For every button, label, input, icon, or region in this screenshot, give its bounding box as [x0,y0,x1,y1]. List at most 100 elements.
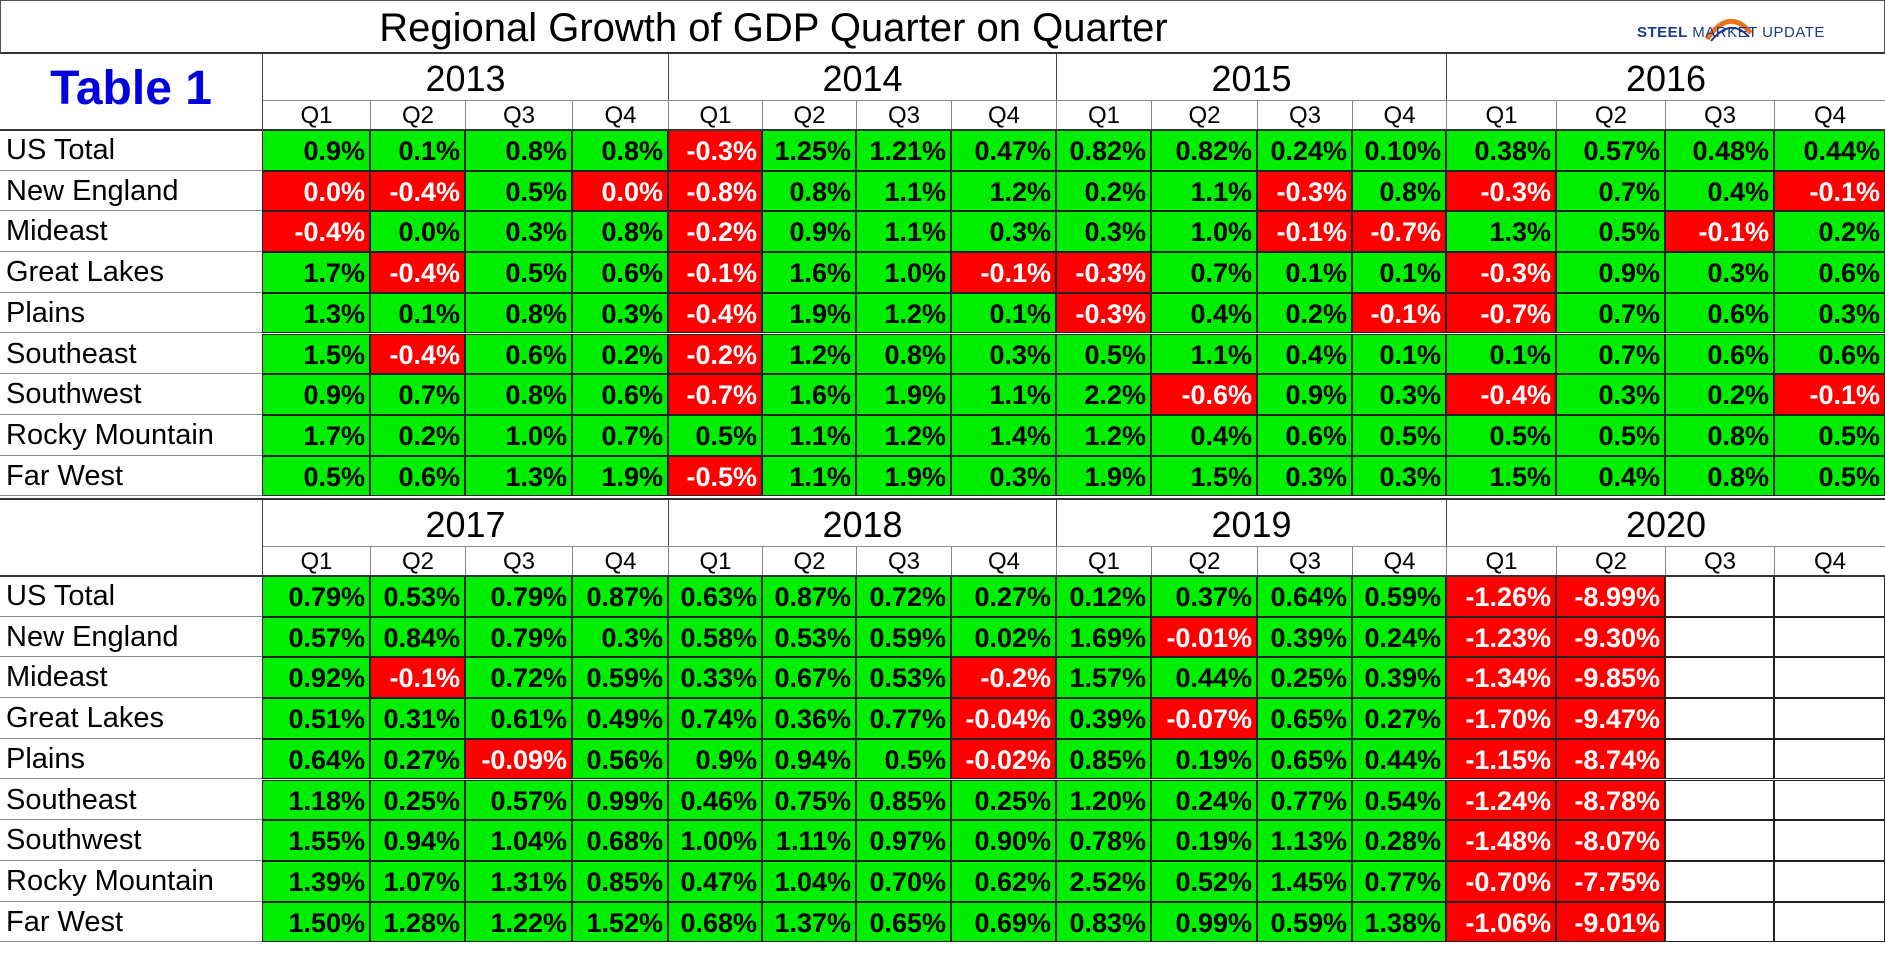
table-cell: 0.57% [465,779,572,821]
table-cell: 1.1% [951,374,1056,415]
table-cell: -0.4% [370,170,465,212]
table-cell: 0.37% [1151,576,1257,617]
region-label: New England [0,171,262,212]
table-cell: -0.7% [1352,211,1446,253]
table-cell: 0.63% [668,576,762,617]
table-cell: 1.69% [1056,616,1151,658]
table-cell: 0.8% [1665,455,1774,497]
table-cell: 0.44% [1151,657,1257,699]
table-cell: 1.20% [1056,779,1151,821]
table-cell: 0.59% [572,657,668,699]
year-header: 2016 [1446,54,1885,104]
table-cell: -0.2% [668,333,762,375]
table-cell: 0.57% [1556,130,1665,171]
table-cell [1665,698,1774,739]
table-cell: 0.02% [951,616,1056,658]
quarter-header: Q4 [951,546,1056,576]
table-cell: 0.1% [951,292,1056,334]
table-cell [1774,779,1885,821]
table-cell: 0.25% [951,779,1056,821]
table-cell: 1.00% [668,820,762,861]
table-cell: -0.1% [1774,374,1885,415]
table-cell: -0.3% [1056,252,1151,293]
table-cell: 0.53% [370,576,465,617]
table-cell: 0.5% [465,252,572,293]
table-cell: 0.3% [1257,455,1352,497]
table-cell [1774,901,1885,943]
quarter-header: Q4 [1352,546,1446,576]
table-cell: 0.85% [572,860,668,902]
table-cell: 0.57% [262,616,370,658]
table-cell: 0.3% [951,333,1056,375]
table-cell: 0.58% [668,616,762,658]
steel-market-update-logo: STEEL MARKET UPDATE [1637,13,1857,47]
table-cell [1665,901,1774,943]
region-label: Mideast [0,211,262,253]
quarter-header: Q1 [262,100,370,130]
quarter-header: Q4 [1774,546,1885,576]
table-cell: 0.1% [370,292,465,334]
table-cell: 1.5% [1151,455,1257,497]
table-cell: 0.3% [1056,211,1151,253]
region-label: Great Lakes [0,698,262,739]
table-cell: -0.1% [951,252,1056,293]
table-cell [1774,738,1885,780]
region-label: Far West [0,902,262,943]
table-cell [1665,616,1774,658]
table-cell: 0.77% [1352,860,1446,902]
table-cell: 0.5% [1556,414,1665,456]
table-cell: 0.65% [1257,698,1352,739]
table-cell: 0.2% [1257,292,1352,334]
table-cell: 0.94% [762,738,856,780]
table-cell: 0.47% [951,130,1056,171]
table-cell: 0.1% [1257,252,1352,293]
table-cell: 1.07% [370,860,465,902]
table-cell: 0.24% [1352,616,1446,658]
table-cell: -0.1% [370,657,465,699]
table-cell: 1.31% [465,860,572,902]
table-cell: 1.3% [262,292,370,334]
quarter-header: Q2 [1556,546,1665,576]
quarter-header: Q1 [1056,546,1151,576]
table-cell: 0.3% [465,211,572,253]
table-cell: -0.3% [1446,252,1556,293]
table-cell [1665,576,1774,617]
table-cell: 0.0% [572,170,668,212]
table-cell: 0.79% [465,616,572,658]
table-cell: 0.8% [572,130,668,171]
table-cell: 1.9% [762,292,856,334]
table-cell: 0.2% [1665,374,1774,415]
table-cell: 1.3% [465,455,572,497]
table-cell: 1.04% [465,820,572,861]
table-cell: 0.8% [762,170,856,212]
table-cell: -0.3% [668,130,762,171]
table-cell: -1.34% [1446,657,1556,699]
year-header: 2019 [1056,500,1446,550]
table-cell: 0.85% [856,779,951,821]
quarter-header: Q1 [1056,100,1151,130]
table-cell: -1.26% [1446,576,1556,617]
table-cell: 0.7% [1151,252,1257,293]
table-cell: 0.82% [1151,130,1257,171]
table-cell: 0.24% [1257,130,1352,171]
quarter-header: Q2 [1151,100,1257,130]
table-cell: 0.1% [1352,252,1446,293]
table-cell: 1.50% [262,901,370,943]
table-cell: 0.7% [1556,333,1665,375]
table-cell: 0.27% [1352,698,1446,739]
year-header: 2020 [1446,500,1885,550]
quarter-header: Q4 [1774,100,1885,130]
table-cell: 0.4% [1151,292,1257,334]
table-cell: 0.3% [951,211,1056,253]
table-cell: 0.6% [1665,292,1774,334]
table-cell: -8.78% [1556,779,1665,821]
table-cell: 0.53% [762,616,856,658]
table-cell: -0.4% [370,252,465,293]
table-cell: 0.65% [1257,738,1352,780]
table-cell: 1.37% [762,901,856,943]
table-cell: -0.5% [668,455,762,497]
table-cell: 0.87% [572,576,668,617]
quarter-header: Q3 [1665,100,1774,130]
table-cell: -0.6% [1151,374,1257,415]
table-cell: 0.6% [572,252,668,293]
